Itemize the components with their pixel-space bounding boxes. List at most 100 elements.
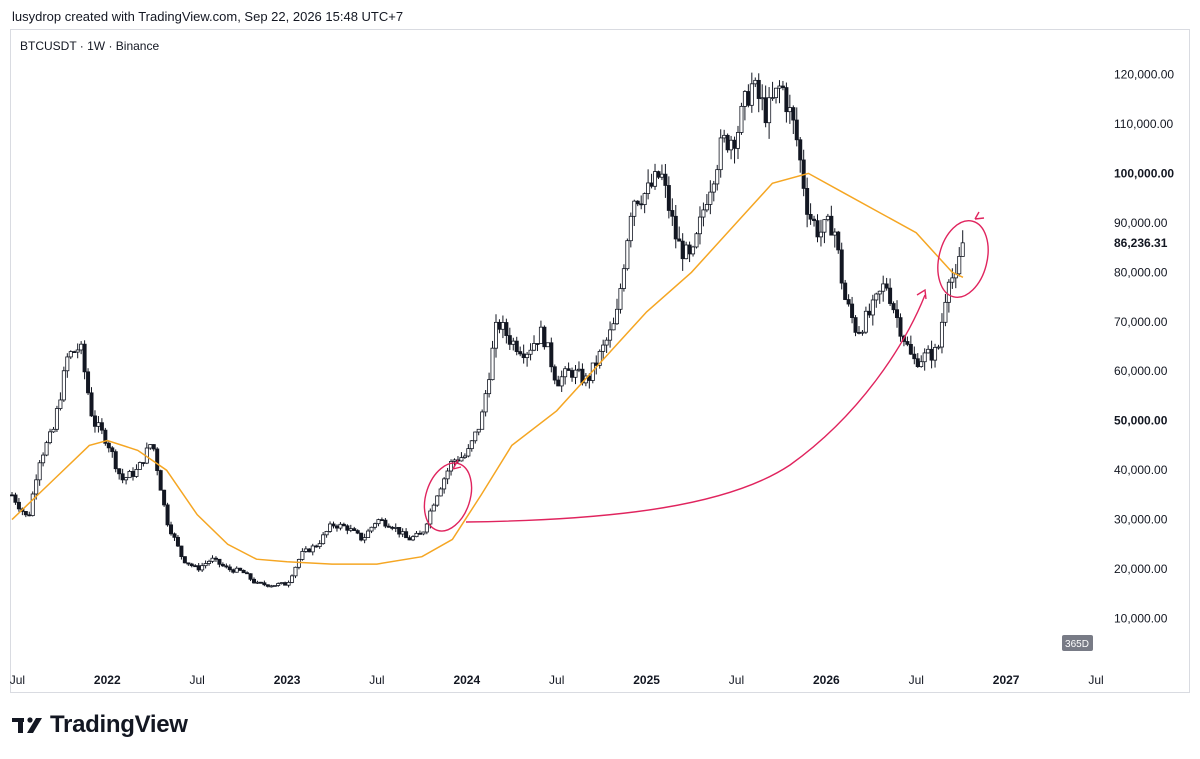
- candle-body: [946, 281, 951, 303]
- candle-body: [307, 548, 312, 553]
- candle-body: [912, 353, 917, 360]
- candle-body: [417, 532, 422, 535]
- x-tick-label: Jul: [549, 673, 564, 687]
- candle-body: [535, 343, 540, 345]
- candle-body: [729, 139, 734, 151]
- candle-body: [106, 442, 111, 449]
- candle-body: [213, 557, 218, 560]
- candle-body: [490, 347, 495, 381]
- candle-body: [9, 494, 14, 497]
- candle-body: [137, 462, 142, 470]
- candle-body: [390, 526, 395, 529]
- candle-body: [117, 468, 122, 475]
- y-tick-label: 30,000.00: [1114, 513, 1168, 527]
- candle-body: [276, 583, 281, 586]
- range-badge[interactable]: 365D: [1065, 639, 1089, 650]
- x-tick-label: Jul: [1088, 673, 1103, 687]
- candle-body: [172, 533, 177, 538]
- time-axis[interactable]: Jul 2022 Jul 2023 Jul 2024 Jul 2025 Jul 2026 Jul 20…: [10, 673, 1104, 687]
- candle-body: [16, 501, 21, 510]
- candle-body: [549, 342, 554, 368]
- candle-body: [711, 183, 716, 193]
- candle-body: [82, 343, 87, 373]
- candle-body: [538, 326, 543, 345]
- candle-body: [514, 340, 519, 352]
- candle-body: [960, 242, 965, 257]
- candle-body: [853, 317, 858, 333]
- candle-body: [473, 431, 478, 442]
- candle-body: [559, 376, 564, 387]
- tradingview-logo[interactable]: TradingView: [12, 711, 188, 739]
- candle-body: [611, 323, 616, 331]
- candle-body: [815, 220, 820, 238]
- candle-body: [680, 240, 685, 260]
- candle-body: [41, 454, 46, 464]
- candle-body: [621, 268, 626, 289]
- candle-body: [48, 431, 53, 444]
- y-tick-label: 120,000.00: [1114, 67, 1174, 81]
- candle-body: [72, 351, 77, 354]
- candle-body: [414, 532, 419, 538]
- candle-body: [943, 301, 948, 323]
- candle-body: [96, 422, 101, 427]
- candle-body: [224, 565, 229, 568]
- candle-body: [860, 331, 865, 334]
- candle-body: [791, 107, 796, 121]
- candle-body: [196, 565, 201, 571]
- y-tick-label: 10,000.00: [1114, 612, 1168, 626]
- candle-body: [175, 536, 180, 547]
- candle-body: [303, 548, 308, 552]
- candle-body: [780, 85, 785, 88]
- price-axis[interactable]: 120,000.00 110,000.00 100,000.00 90,000.00 8…: [1114, 67, 1174, 625]
- candle-body: [642, 193, 647, 206]
- candle-body: [704, 204, 709, 211]
- candle-body: [614, 308, 619, 325]
- candle-body: [379, 519, 384, 522]
- candle-body: [155, 448, 160, 471]
- x-tick-label: 2022: [94, 673, 121, 687]
- candle-body: [746, 91, 751, 106]
- candle-body: [839, 249, 844, 284]
- candle-body: [234, 567, 239, 573]
- candle-body: [552, 366, 557, 381]
- candle-body: [528, 349, 533, 355]
- candle-body: [635, 200, 640, 205]
- candle-body: [217, 558, 222, 565]
- candle-body: [328, 523, 333, 532]
- candle-body: [843, 282, 848, 300]
- annotation-layer: [423, 211, 989, 532]
- candle-body: [898, 317, 903, 337]
- candle-body: [397, 527, 402, 535]
- candle-body: [466, 448, 471, 457]
- annotation-circle-left: [423, 462, 473, 532]
- candle-body: [518, 351, 523, 355]
- candle-body: [438, 488, 443, 497]
- candle-body: [708, 191, 713, 205]
- candle-body: [850, 303, 855, 318]
- candle-body: [905, 341, 910, 345]
- candle-body: [632, 200, 637, 217]
- candle-body: [933, 347, 938, 361]
- candle-body: [525, 353, 530, 359]
- candle-body: [255, 581, 260, 584]
- candle-body: [165, 504, 170, 526]
- candle-body: [449, 461, 454, 472]
- candle-body: [649, 182, 654, 187]
- candle-body: [926, 348, 931, 354]
- candle-body: [258, 581, 263, 584]
- candle-body: [421, 531, 426, 535]
- candle-body: [279, 582, 284, 585]
- candle-body: [500, 322, 505, 330]
- candle-body: [23, 511, 28, 516]
- candle-body: [677, 238, 682, 242]
- range-badge-bg[interactable]: [1062, 635, 1093, 651]
- candle-body: [411, 536, 416, 541]
- header-attribution: lusydrop created with TradingView.com, S…: [12, 9, 404, 24]
- candle-body: [742, 91, 747, 107]
- candle-body: [784, 87, 789, 113]
- x-tick-label: Jul: [189, 673, 204, 687]
- candle-body: [566, 368, 571, 371]
- y-tick-label: 50,000.00: [1114, 414, 1168, 428]
- y-tick-label: 40,000.00: [1114, 463, 1168, 477]
